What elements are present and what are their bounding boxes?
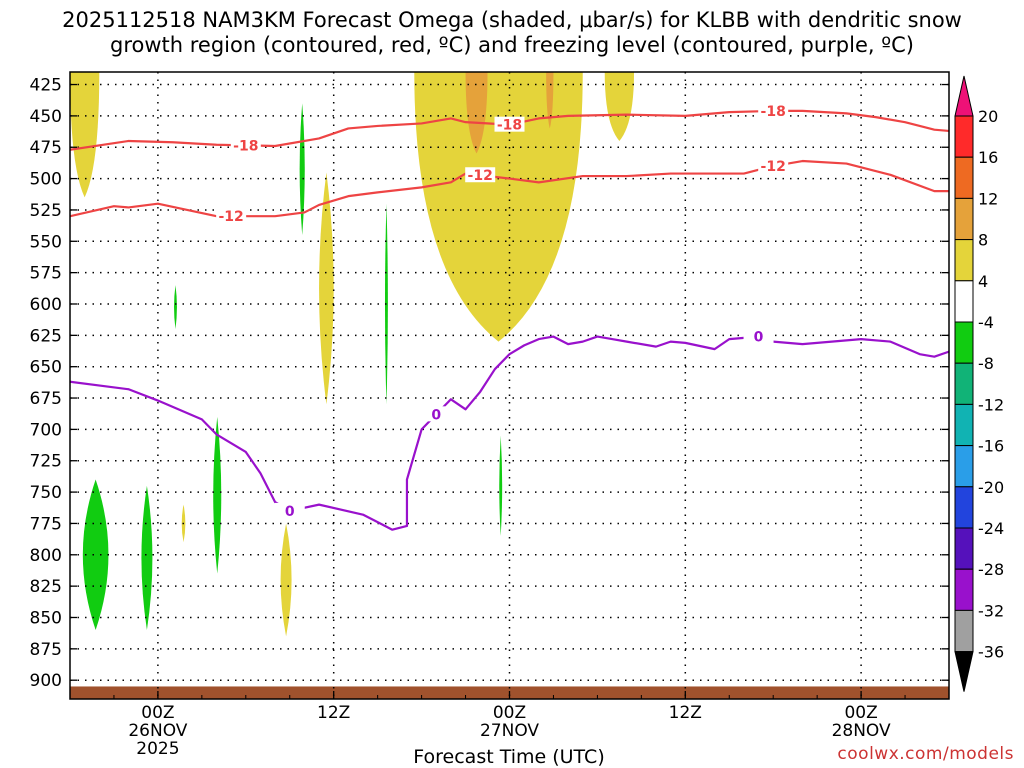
omega-region-negative-8 bbox=[82, 479, 109, 631]
y-tick-label: 850 bbox=[30, 608, 62, 628]
colorbar-segment bbox=[954, 197, 974, 241]
y-tick-label: 450 bbox=[30, 107, 62, 127]
colorbar-segment bbox=[954, 486, 974, 529]
colorbar-label: 16 bbox=[978, 148, 998, 167]
omega-region-positive-2 bbox=[604, 72, 635, 141]
colorbar-segment bbox=[954, 445, 974, 488]
y-tick-label: 625 bbox=[30, 326, 62, 346]
contour-label-bg bbox=[758, 158, 789, 174]
colorbar-label: -8 bbox=[978, 354, 994, 373]
y-tick-label: 900 bbox=[30, 671, 62, 691]
colorbar-segment bbox=[954, 568, 974, 611]
y-tick-label: 650 bbox=[30, 358, 62, 378]
x-tick-label: 12Z bbox=[317, 703, 350, 723]
contour-label-bg bbox=[743, 328, 774, 344]
omega-region-positive-6 bbox=[280, 523, 292, 637]
omega-region-negative-14 bbox=[499, 435, 503, 536]
y-tick-label: 500 bbox=[30, 170, 62, 190]
omega-region-positive-3 bbox=[465, 72, 488, 154]
chart-title-line1: 2025112518 NAM3KM Forecast Omega (shaded… bbox=[62, 8, 962, 32]
colorbar-above-triangle bbox=[954, 75, 974, 117]
contour-label: -18 bbox=[233, 138, 258, 154]
colorbar-label: 4 bbox=[978, 272, 988, 291]
colorbar-below-triangle bbox=[954, 651, 974, 692]
y-tick-label: 775 bbox=[30, 514, 62, 534]
colorbar-segment bbox=[954, 321, 974, 364]
chart-title-line2: growth region (contoured, red, ºC) and f… bbox=[110, 33, 914, 57]
contour-label-bg bbox=[758, 102, 789, 118]
colorbar-label: -32 bbox=[978, 601, 1004, 620]
contour-label-bg bbox=[274, 502, 305, 518]
colorbar-label: -24 bbox=[978, 519, 1004, 538]
omega-region-positive-4 bbox=[546, 72, 554, 129]
x-tick-label: 12Z bbox=[669, 703, 702, 723]
x-tick-label: 00Z bbox=[493, 703, 526, 723]
colorbar-segment bbox=[954, 362, 974, 405]
colorbar-label: 8 bbox=[978, 231, 988, 250]
contour-label: 0 bbox=[754, 330, 764, 346]
x-tick-date: 26NOV bbox=[128, 721, 187, 741]
y-tick-label: 550 bbox=[30, 232, 62, 252]
colorbar-segment bbox=[954, 156, 974, 199]
colorbar-label: 12 bbox=[978, 189, 998, 208]
colorbar-segment bbox=[954, 527, 974, 570]
credit-text: coolwx.com/models bbox=[837, 744, 1014, 764]
colorbar-segment bbox=[954, 239, 974, 282]
y-tick-label: 425 bbox=[30, 76, 62, 96]
omega-region-positive-0 bbox=[70, 72, 100, 198]
y-tick-label: 675 bbox=[30, 389, 62, 409]
omega-region-positive-5 bbox=[319, 172, 334, 405]
colorbar-label: -4 bbox=[978, 313, 994, 332]
contour-label: 0 bbox=[285, 504, 295, 520]
contour-label-bg bbox=[230, 137, 261, 153]
colorbar-segment bbox=[954, 403, 974, 447]
omega-region-positive-1 bbox=[414, 72, 583, 342]
y-tick-label: 875 bbox=[30, 640, 62, 660]
y-tick-label: 725 bbox=[30, 452, 62, 472]
x-tick-date: 28NOV bbox=[832, 721, 891, 741]
colorbar-segment bbox=[954, 609, 974, 653]
x-tick-year: 2025 bbox=[136, 739, 179, 759]
contour-label: -12 bbox=[468, 168, 493, 184]
contour-label: -18 bbox=[761, 104, 786, 120]
omega-region-negative-12 bbox=[213, 416, 222, 574]
omega-region-negative-10 bbox=[299, 103, 305, 236]
colorbar-label: -28 bbox=[978, 560, 1004, 579]
y-tick-label: 750 bbox=[30, 483, 62, 503]
y-tick-label: 475 bbox=[30, 138, 62, 158]
contour-label: -12 bbox=[219, 209, 244, 225]
colorbar-label: -16 bbox=[978, 437, 1004, 456]
y-tick-label: 825 bbox=[30, 577, 62, 597]
contour-label: 0 bbox=[431, 407, 441, 423]
x-tick-date: 27NOV bbox=[480, 721, 539, 741]
contour-label: -18 bbox=[497, 118, 522, 134]
colorbar-segment bbox=[954, 115, 974, 158]
y-tick-label: 800 bbox=[30, 546, 62, 566]
y-tick-label: 575 bbox=[30, 264, 62, 284]
colorbar-label: -20 bbox=[978, 478, 1004, 497]
colorbar-label: 20 bbox=[978, 107, 998, 126]
colorbar-label: -36 bbox=[978, 643, 1004, 662]
colorbar-label: -12 bbox=[978, 395, 1004, 414]
y-tick-label: 700 bbox=[30, 420, 62, 440]
contour-label: -12 bbox=[761, 159, 786, 175]
contour-label-bg bbox=[494, 116, 525, 132]
x-tick-label: 00Z bbox=[844, 703, 877, 723]
omega-region-negative-11 bbox=[174, 285, 177, 330]
colorbar-segment bbox=[954, 280, 974, 323]
contour-label-bg bbox=[465, 167, 496, 183]
omega-region-negative-9 bbox=[141, 485, 153, 631]
contour-label-bg bbox=[421, 406, 452, 422]
contour-label-bg bbox=[216, 208, 247, 224]
x-tick-label: 00Z bbox=[141, 703, 174, 723]
y-tick-label: 600 bbox=[30, 295, 62, 315]
y-tick-label: 525 bbox=[30, 201, 62, 221]
contour-line-2 bbox=[70, 335, 949, 531]
x-axis-label: Forecast Time (UTC) bbox=[413, 746, 604, 768]
